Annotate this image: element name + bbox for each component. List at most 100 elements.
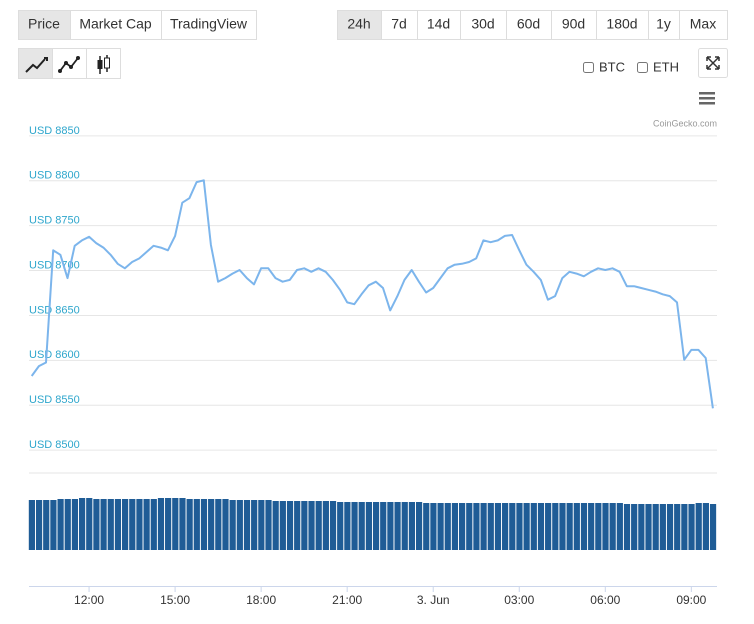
- x-tick-label: 15:00: [160, 593, 190, 607]
- y-tick-label: USD 8600: [29, 349, 80, 361]
- volume-bar: [545, 503, 552, 550]
- menu-bar: [699, 92, 715, 95]
- volume-bar: [695, 503, 702, 550]
- menu-button[interactable]: [699, 92, 715, 105]
- volume-bar: [286, 501, 294, 550]
- line-icon: [25, 58, 46, 73]
- x-tick-label: 3. Jun: [417, 593, 450, 607]
- menu-bar: [699, 102, 715, 105]
- y-tick-label: USD 8800: [29, 170, 80, 182]
- volume-bar: [623, 504, 631, 550]
- volume-bar: [93, 499, 100, 550]
- volume-bar: [537, 503, 545, 550]
- volume-bar: [107, 499, 114, 550]
- volume-bar: [129, 499, 136, 550]
- volume-bar: [322, 501, 329, 550]
- range-button[interactable]: [551, 10, 597, 40]
- volume-bar: [480, 503, 487, 550]
- volume-bar: [365, 502, 372, 550]
- volume-bar: [401, 502, 408, 550]
- dot: [76, 56, 80, 60]
- volume-bar: [588, 503, 595, 550]
- volume-bar: [530, 503, 537, 550]
- volume-bar: [415, 502, 423, 550]
- tab-label: Price: [28, 16, 60, 32]
- volume-bar: [408, 502, 416, 550]
- price-line: [30, 179, 714, 409]
- tab-button[interactable]: [70, 10, 162, 40]
- credit: CoinGecko.com: [653, 118, 717, 128]
- range-button[interactable]: [417, 10, 461, 40]
- volume-bar: [193, 499, 200, 550]
- volume-bar: [580, 503, 588, 550]
- volume-bar: [122, 499, 129, 550]
- volume-bar: [430, 503, 437, 550]
- dot: [64, 61, 68, 65]
- volume-bar: [688, 504, 695, 550]
- volume-bar: [243, 500, 251, 550]
- volume-bar: [616, 503, 623, 550]
- y-tick-label: USD 8850: [29, 125, 80, 137]
- volume-bar: [523, 503, 530, 550]
- tab-label: TradingView: [170, 16, 248, 32]
- range-label: 1y: [656, 16, 671, 32]
- compare-checkbox[interactable]: [583, 62, 594, 73]
- volume-bar: [57, 499, 64, 550]
- range-button[interactable]: [679, 10, 728, 40]
- volume-bar: [437, 503, 444, 550]
- volume-bar: [451, 503, 459, 550]
- volume-bar: [681, 504, 688, 550]
- volume-bar: [308, 501, 315, 550]
- volume-bar: [502, 503, 509, 550]
- range-button[interactable]: [648, 10, 680, 40]
- volume-bar: [100, 499, 107, 550]
- volume-bar: [179, 498, 186, 550]
- volume-bar: [136, 499, 143, 550]
- points-type-button[interactable]: [52, 48, 87, 79]
- volume-bar: [372, 502, 380, 550]
- x-tick-label: 09:00: [676, 593, 706, 607]
- volume-bar: [387, 502, 394, 550]
- volume-bar: [394, 502, 401, 550]
- tab-button[interactable]: [18, 10, 71, 40]
- volume-bar: [602, 503, 609, 550]
- volume-bar: [251, 500, 258, 550]
- range-label: 90d: [562, 16, 585, 32]
- dot: [69, 65, 73, 69]
- volume-bar: [265, 500, 272, 550]
- volume-bar: [566, 503, 573, 550]
- volume-bar: [236, 500, 243, 550]
- range-label: 24h: [347, 16, 370, 32]
- volume-bar: [229, 500, 236, 550]
- volume-bar: [28, 500, 35, 550]
- volume-bar: [638, 504, 645, 550]
- range-button[interactable]: [381, 10, 418, 40]
- x-tick-label: 18:00: [246, 593, 276, 607]
- candle-type-button[interactable]: [86, 48, 121, 79]
- compare-label: BTC: [599, 59, 625, 74]
- volume-bar: [609, 503, 616, 550]
- volume-bar: [337, 502, 344, 550]
- volume-bar: [351, 502, 358, 550]
- volume-bar: [645, 504, 652, 550]
- compare-label: ETH: [653, 59, 679, 74]
- volume-bar: [222, 499, 229, 550]
- range-button[interactable]: [460, 10, 507, 40]
- volume-bar: [709, 504, 717, 550]
- range-button[interactable]: [337, 10, 382, 40]
- line-type-button[interactable]: [18, 48, 53, 79]
- volume-bar: [150, 499, 157, 550]
- volume-bar: [258, 500, 265, 550]
- volume-bar: [78, 498, 86, 550]
- fullscreen-icon: [706, 56, 720, 70]
- volume-bar: [459, 503, 466, 550]
- tab-button[interactable]: [161, 10, 257, 40]
- volume-bar: [659, 504, 666, 550]
- range-label: 14d: [427, 16, 450, 32]
- arrow-icon: [44, 57, 48, 61]
- volume-bar: [279, 501, 286, 550]
- compare-checkbox[interactable]: [637, 62, 648, 73]
- range-label: Max: [690, 16, 716, 32]
- volume-bar: [165, 498, 172, 550]
